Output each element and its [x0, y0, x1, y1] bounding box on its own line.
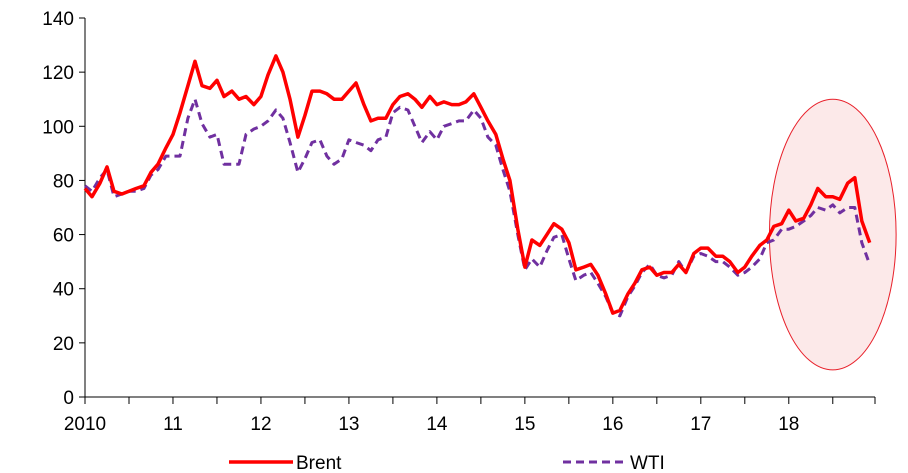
- x-tick-label: 14: [426, 414, 448, 435]
- y-tick-label: 20: [53, 334, 74, 355]
- y-tick-label: 120: [42, 63, 74, 84]
- y-tick-label: 80: [53, 171, 74, 192]
- series-line-wti: [84, 97, 872, 318]
- y-tick-label: 0: [63, 388, 74, 409]
- x-tick-label: 18: [778, 414, 799, 435]
- x-tick-label: 15: [514, 414, 535, 435]
- y-tick-label: 60: [53, 226, 74, 247]
- x-tick-label: 2010: [64, 414, 106, 435]
- x-tick-label: 17: [690, 414, 711, 435]
- legend-label-wti: WTI: [630, 453, 665, 473]
- y-tick-label: 40: [53, 280, 74, 301]
- y-tick-label: 100: [42, 117, 74, 138]
- legend-label-brent: Brent: [296, 453, 342, 473]
- y-tick-label: 140: [42, 9, 74, 30]
- series-line-brent: [83, 54, 872, 315]
- x-tick-label: 12: [250, 414, 271, 435]
- x-tick-label: 13: [338, 414, 359, 435]
- highlight-ellipse: [768, 98, 897, 371]
- x-tick-label: 16: [602, 414, 623, 435]
- x-tick-label: 11: [163, 414, 183, 435]
